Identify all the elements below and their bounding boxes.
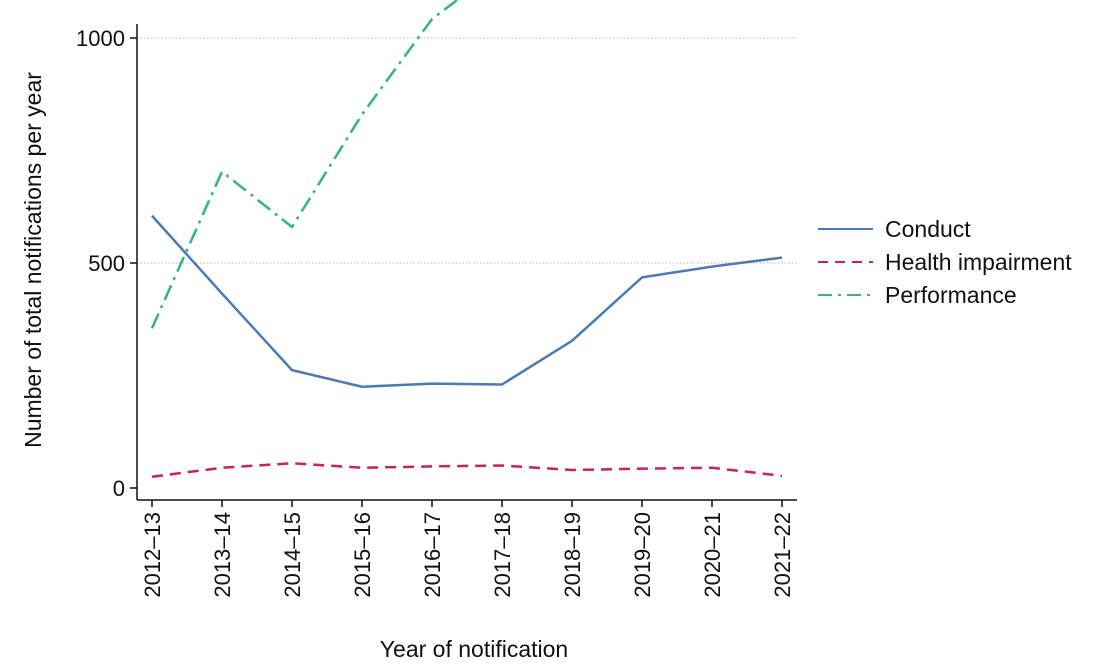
gridlines bbox=[137, 37, 797, 264]
x-tick-label: 2018–19 bbox=[560, 512, 585, 598]
y-tick-label: 1000 bbox=[76, 26, 125, 51]
x-tick-label: 2014–15 bbox=[280, 512, 305, 598]
legend-label: Conduct bbox=[885, 216, 971, 242]
series-lines bbox=[150, 0, 783, 478]
legend-label: Performance bbox=[885, 282, 1017, 308]
x-axis-title: Year of notification bbox=[380, 636, 568, 662]
x-tick-label: 2017–18 bbox=[490, 512, 515, 598]
x-axis-ticks: 2012–13 2013–14 2014–15 2015–16 2016–17 2017–… bbox=[140, 500, 795, 598]
x-tick-label: 2012–13 bbox=[140, 512, 165, 598]
x-tick-label: 2016–17 bbox=[420, 512, 445, 598]
y-axis-title: Number of total notifications per year bbox=[20, 72, 46, 448]
x-tick-label: 2019–20 bbox=[630, 512, 655, 598]
axes bbox=[136, 24, 797, 501]
legend-label: Health impairment bbox=[885, 249, 1072, 275]
series-line-conduct bbox=[151, 214, 783, 388]
y-tick-label: 0 bbox=[113, 476, 125, 501]
x-tick-label: 2020–21 bbox=[700, 512, 725, 598]
series-line-performance bbox=[150, 0, 460, 329]
y-tick-label: 500 bbox=[88, 251, 125, 276]
x-tick-label: 2015–16 bbox=[350, 512, 375, 598]
series-line-health-impairment bbox=[151, 462, 783, 478]
y-axis-ticks: 0500100015002000 bbox=[76, 26, 137, 501]
legend: Conduct Health impairment Performance bbox=[818, 216, 1072, 308]
x-tick-label: 2021–22 bbox=[770, 512, 795, 598]
x-tick-label: 2013–14 bbox=[210, 512, 235, 598]
